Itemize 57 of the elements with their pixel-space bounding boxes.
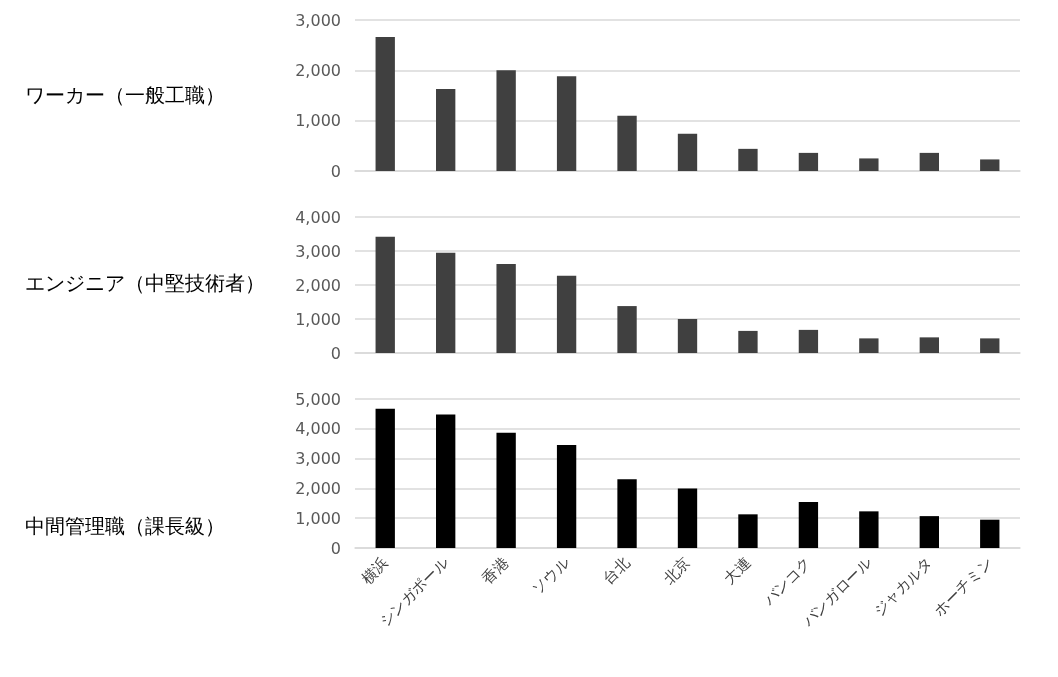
bar [859, 338, 879, 353]
y-tick-label: 4,000 [295, 419, 341, 439]
bar [919, 516, 939, 548]
bar [436, 414, 456, 548]
bar [859, 158, 879, 171]
bar [375, 236, 395, 353]
bar [496, 263, 516, 353]
y-tick-label: 2,000 [295, 478, 341, 498]
bar [980, 519, 1000, 548]
bar [436, 252, 456, 353]
bar [919, 337, 939, 353]
bar [677, 319, 698, 353]
bar [980, 159, 1000, 171]
bar [556, 444, 577, 548]
text: 中間管理職（課長級） [25, 514, 225, 538]
bar [556, 275, 577, 353]
text: ワーカー（一般工職） [25, 83, 225, 107]
text: エンジニア（中堅技術者） [25, 270, 265, 295]
y-tick-label: 1,000 [295, 508, 341, 528]
bar [556, 76, 577, 171]
x-tick-label: 横浜 [357, 553, 392, 588]
x-tick-label: ソウル [528, 553, 573, 599]
y-tick-label: 2,000 [295, 60, 341, 80]
bar [738, 330, 758, 353]
bar [738, 514, 758, 548]
x-tick-label: 大連 [720, 553, 755, 588]
bar [677, 133, 698, 171]
y-tick-label: 5,000 [295, 389, 341, 409]
bar [859, 511, 879, 548]
bar [798, 152, 819, 171]
bar [798, 502, 819, 548]
y-tick-label: 0 [330, 538, 341, 558]
y-tick-label: 4,000 [295, 207, 341, 227]
bar [436, 88, 456, 171]
bar [738, 148, 758, 171]
y-tick-label: 3,000 [295, 10, 341, 30]
bar [375, 37, 395, 171]
y-tick-label: 3,000 [295, 241, 341, 261]
bar [980, 338, 1000, 353]
y-tick-label: 2,000 [295, 275, 341, 295]
bar [617, 115, 637, 171]
bar [617, 479, 637, 548]
y-tick-label: 0 [330, 161, 341, 181]
x-tick-label: 北京 [659, 553, 694, 588]
bar [496, 432, 516, 548]
x-tick-label: 香港 [478, 553, 513, 588]
bar [919, 152, 939, 171]
y-tick-label: 1,000 [295, 111, 341, 131]
bar [496, 70, 516, 171]
y-tick-label: 1,000 [295, 309, 341, 329]
bar [617, 306, 637, 353]
bar [798, 329, 819, 353]
y-tick-label: 0 [330, 343, 341, 363]
x-tick-label: 台北 [599, 553, 634, 588]
bar [677, 488, 698, 548]
bar [375, 408, 395, 548]
y-tick-label: 3,000 [295, 449, 341, 469]
